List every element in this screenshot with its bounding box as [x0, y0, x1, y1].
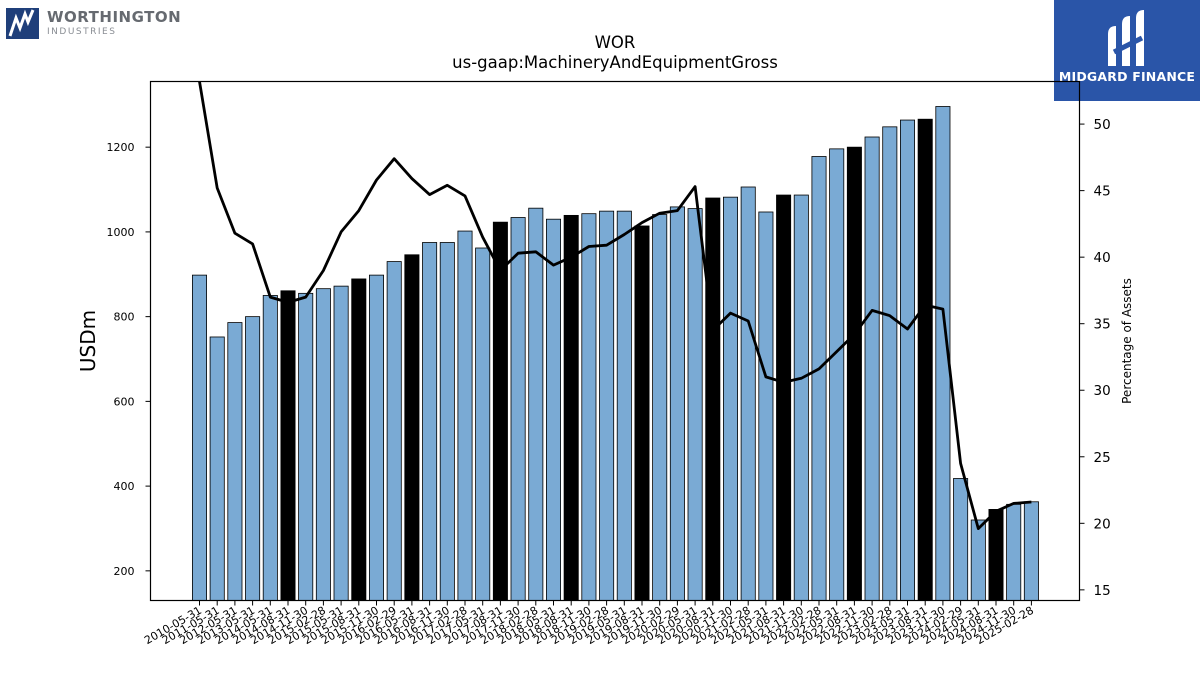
left-axis: 200 400 600 800 1000 1200 — [107, 141, 151, 578]
y2-tick-label: 35 — [1094, 317, 1111, 333]
bar — [669, 206, 685, 601]
bar — [528, 207, 544, 601]
worthington-mark-icon — [6, 8, 39, 39]
y-tick-label: 1000 — [107, 226, 135, 239]
bar — [280, 290, 296, 601]
bar — [563, 214, 579, 601]
chart-title: WOR — [595, 33, 636, 52]
y2-tick-label: 15 — [1094, 583, 1111, 599]
line-layer — [198, 81, 1032, 530]
bar — [227, 322, 243, 601]
chart-subtitle: us-gaap:MachineryAndEquipmentGross — [452, 53, 778, 72]
bar — [386, 261, 402, 601]
bar — [351, 278, 367, 601]
bar — [599, 210, 615, 601]
bar — [723, 196, 739, 601]
y-tick-label: 1200 — [107, 141, 135, 154]
bar — [262, 295, 278, 601]
bar — [475, 247, 491, 601]
bar — [811, 156, 827, 601]
y2-tick-label: 30 — [1094, 383, 1111, 399]
bar — [864, 136, 880, 601]
bar — [422, 242, 438, 601]
y2-tick-label: 40 — [1094, 250, 1111, 266]
y2-tick-label: 45 — [1094, 184, 1111, 200]
bar — [953, 478, 969, 601]
bar — [970, 519, 986, 601]
midgard-finance-logo: MIDGARD FINANCE — [1054, 0, 1200, 101]
y-axis-label: USDm — [76, 310, 100, 372]
y2-tick-label: 20 — [1094, 516, 1111, 532]
bar — [793, 194, 809, 601]
bar — [439, 242, 455, 601]
percentage-line — [198, 81, 1032, 530]
bar — [776, 194, 792, 601]
bar — [846, 146, 862, 601]
bar — [687, 208, 703, 601]
bars-group — [191, 106, 1039, 601]
x-axis: 2010-05-312011-05-312012-05-312013-05-31… — [142, 600, 1036, 647]
bar — [333, 285, 349, 601]
bar — [298, 292, 314, 601]
worthington-subtitle: INDUSTRIES — [47, 27, 117, 37]
worthington-logo: WORTHINGTON INDUSTRIES — [6, 8, 181, 39]
bar — [209, 336, 225, 601]
bar — [616, 210, 632, 601]
worthington-name: WORTHINGTON — [47, 8, 182, 26]
bar — [510, 217, 526, 601]
y-tick-label: 800 — [114, 311, 135, 324]
bar — [900, 119, 916, 601]
bar — [581, 213, 597, 601]
midgard-finance-name: MIDGARD FINANCE — [1058, 69, 1196, 84]
bar — [829, 148, 845, 601]
bar — [404, 254, 420, 601]
bar — [546, 218, 562, 601]
bar — [492, 221, 508, 601]
bar — [917, 118, 933, 601]
bar — [988, 509, 1004, 601]
bar — [740, 186, 756, 601]
bar — [882, 126, 898, 601]
bar — [368, 274, 384, 601]
bar — [1023, 501, 1039, 601]
y-tick-label: 400 — [114, 480, 135, 493]
bar — [705, 197, 721, 601]
bar — [634, 225, 650, 601]
bar — [758, 211, 774, 601]
y-tick-label: 200 — [114, 565, 135, 578]
y-tick-label: 600 — [114, 395, 135, 408]
right-axis: 15 20 25 30 35 40 45 50 — [1079, 117, 1111, 599]
bar — [245, 316, 261, 601]
bar — [315, 288, 331, 601]
y2-tick-label: 25 — [1094, 450, 1111, 466]
y2-tick-label: 50 — [1094, 117, 1111, 133]
bar — [1006, 503, 1022, 601]
y2-axis-label: Percentage of Assets — [1120, 278, 1134, 404]
bar — [652, 214, 668, 601]
midgard-mark-icon — [1108, 10, 1144, 66]
bar — [191, 274, 207, 601]
bar — [457, 230, 473, 601]
plot-frame — [149, 80, 1081, 602]
